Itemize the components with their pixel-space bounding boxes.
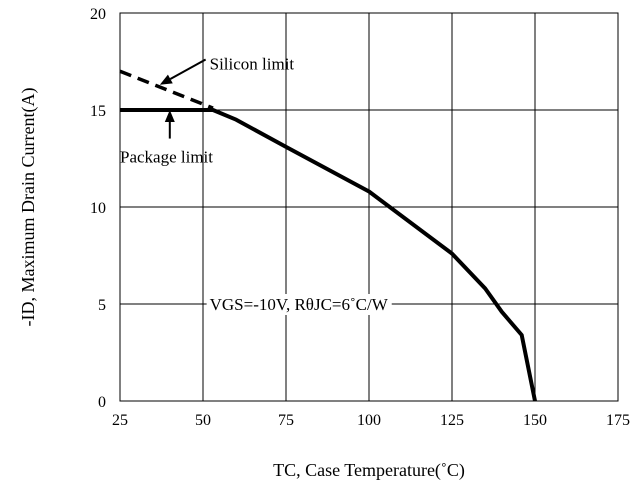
- annotation-layer: Silicon limit Package limit VGS=-10V, RθJC…: [120, 54, 392, 315]
- y-tick-label: 5: [98, 297, 106, 314]
- y-tick-label: 10: [90, 200, 106, 217]
- x-tick-label: 175: [606, 412, 630, 429]
- annotation-arrow-head: [159, 74, 173, 85]
- annotation-background: [206, 294, 392, 315]
- conditions-annotation: VGS=-10V, RθJC=6˚C/W: [210, 295, 389, 314]
- silicon-limit-line: [119, 69, 214, 110]
- x-tick-labels: 25 50 75 100 125 150 175: [112, 412, 630, 429]
- x-tick-label: 125: [440, 412, 464, 429]
- silicon-limit-label: Silicon limit: [210, 54, 295, 73]
- y-axis-title: -ID, Maximum Drain Current(A): [18, 88, 39, 327]
- y-tick-label: 15: [90, 103, 106, 120]
- y-tick-labels: 0 5 10 15 20: [90, 6, 106, 411]
- plot-frame: [119, 12, 619, 402]
- grid: [120, 13, 618, 401]
- x-tick-label: 25: [112, 412, 128, 429]
- x-tick-label: 75: [278, 412, 294, 429]
- y-tick-label: 20: [90, 6, 106, 23]
- x-axis-title: TC, Case Temperature(˚C): [273, 460, 465, 481]
- series-layer: [119, 69, 537, 402]
- package-limit-line: [120, 108, 537, 402]
- annotation-arrow-head: [164, 110, 175, 122]
- annotation-arrow-line: [169, 58, 207, 80]
- x-tick-label: 150: [523, 412, 547, 429]
- package-limit-label: Package limit: [120, 148, 213, 167]
- x-tick-label: 100: [357, 412, 381, 429]
- y-tick-label: 0: [98, 394, 106, 411]
- x-tick-label: 50: [195, 412, 211, 429]
